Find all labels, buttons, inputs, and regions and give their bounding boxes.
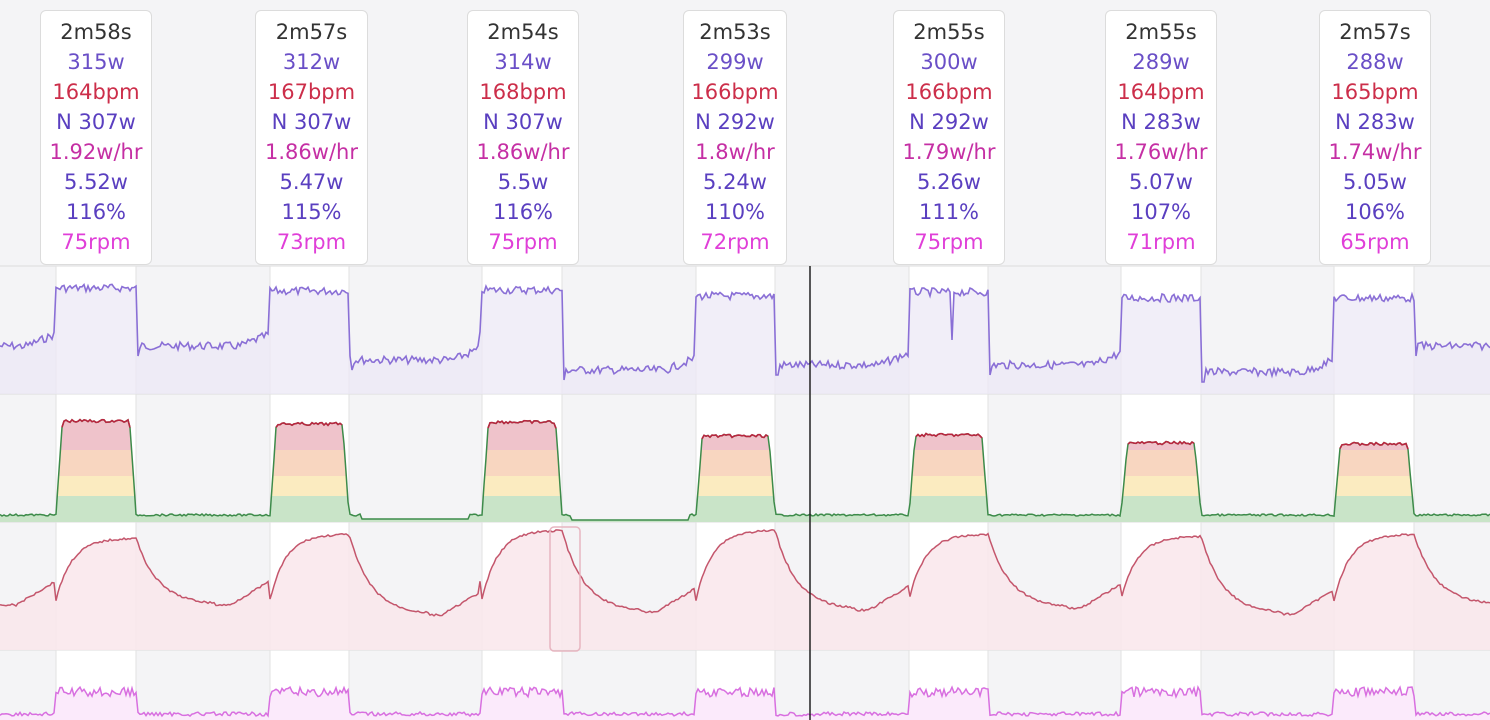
hr-zone-line-high-2 — [275, 421, 343, 428]
hr-zone-line-high-1 — [61, 418, 131, 428]
tooltip-power: 289w — [1132, 50, 1190, 74]
tooltip-cadence: 65rpm — [1340, 230, 1410, 254]
power-area — [0, 284, 1490, 394]
tooltip-kj: 5.52w — [64, 170, 128, 194]
hr-zone-line-high-3 — [487, 419, 557, 429]
tooltip-kj: 5.07w — [1129, 170, 1193, 194]
tooltip-hr: 164bpm — [1117, 80, 1205, 104]
tooltip-np: N 283w — [1335, 110, 1415, 134]
heart-rate-selection-box — [549, 526, 581, 652]
tooltip-hr: 164bpm — [52, 80, 140, 104]
tooltip-hr: 166bpm — [905, 80, 993, 104]
tooltip-duration: 2m57s — [275, 20, 348, 44]
interval-tooltip-4: 2m53s 299w 166bpm N 292w 1.8w/hr 5.24w 110% 72r… — [683, 10, 787, 265]
tooltip-duration: 2m53s — [699, 20, 771, 44]
tooltip-pct: 116% — [65, 200, 127, 224]
tooltip-w-hr: 1.86w/hr — [265, 140, 358, 164]
interval-tooltip-6: 2m55s 289w 164bpm N 283w 1.76w/hr 5.07w 107% 71… — [1105, 10, 1217, 265]
tooltip-pct: 110% — [704, 200, 766, 224]
tooltip-duration: 2m57s — [1339, 20, 1411, 44]
power-series-line — [0, 283, 1490, 383]
tooltip-hr: 168bpm — [479, 80, 567, 104]
tooltip-cadence: 75rpm — [488, 230, 558, 254]
tooltip-w-hr: 1.86w/hr — [476, 140, 570, 164]
tooltip-w-hr: 1.76w/hr — [1114, 140, 1208, 164]
tooltip-np: N 307w — [271, 110, 352, 134]
tooltip-pct: 106% — [1344, 200, 1406, 224]
tooltip-kj: 5.47w — [279, 170, 344, 194]
tooltip-w-hr: 1.8w/hr — [695, 140, 775, 164]
tooltip-cadence: 75rpm — [61, 230, 131, 254]
tooltip-kj: 5.5w — [497, 170, 549, 194]
hr-zone-line-high-5 — [915, 432, 983, 439]
tooltip-power: 300w — [920, 50, 978, 74]
tooltip-hr: 167bpm — [267, 80, 356, 104]
cadence-series-line — [0, 684, 1490, 718]
tooltip-cadence: 72rpm — [700, 230, 770, 254]
tooltip-np: N 292w — [909, 110, 989, 134]
tooltip-hr: 165bpm — [1331, 80, 1419, 104]
tooltip-power: 314w — [494, 50, 552, 74]
tooltip-duration: 2m55s — [1125, 20, 1197, 44]
interval-tooltip-5: 2m55s 300w 166bpm N 292w 1.79w/hr 5.26w 111% 75… — [893, 10, 1005, 265]
tooltip-np: N 283w — [1121, 110, 1201, 134]
interval-tooltip-7: 2m57s 288w 165bpm N 283w 1.74w/hr 5.05w 106% 65… — [1319, 10, 1431, 265]
tooltip-pct: 107% — [1130, 200, 1192, 224]
tooltip-duration: 2m55s — [913, 20, 985, 44]
cadence-area — [0, 687, 1490, 720]
tooltip-pct: 115% — [281, 200, 342, 224]
tooltip-power: 288w — [1346, 50, 1404, 74]
tooltip-cadence: 75rpm — [914, 230, 984, 254]
tooltip-kj: 5.05w — [1343, 170, 1407, 194]
tooltip-duration: 2m58s — [60, 20, 132, 44]
tooltip-kj: 5.26w — [917, 170, 981, 194]
tooltip-power: 312w — [282, 50, 341, 74]
interval-tooltip-2: 2m57s 312w 167bpm N 307w 1.86w/hr 5.47w 115% 73… — [255, 10, 368, 265]
tooltip-power: 315w — [67, 50, 125, 74]
tooltip-hr: 166bpm — [691, 80, 779, 104]
hr-zone-line-high-4 — [701, 433, 769, 440]
hr-zone-line-high-7 — [1339, 441, 1409, 450]
interval-tooltip-3: 2m54s 314w 168bpm N 307w 1.86w/hr 5.5w 116% 75r… — [467, 10, 579, 265]
heart-rate-series-line — [0, 529, 1490, 617]
tooltip-w-hr: 1.74w/hr — [1328, 140, 1422, 164]
hr-zone-line-high-6 — [1127, 440, 1195, 446]
tooltip-w-hr: 1.92w/hr — [49, 140, 143, 164]
tooltip-pct: 116% — [492, 200, 554, 224]
heart-rate-area — [0, 529, 1490, 650]
tooltip-np: N 292w — [695, 110, 775, 134]
tooltip-kj: 5.24w — [703, 170, 767, 194]
interval-tooltip-1: 2m58s 315w 164bpm N 307w 1.92w/hr 5.52w 116% 75… — [40, 10, 152, 265]
tooltip-pct: 111% — [918, 200, 980, 224]
tooltip-np: N 307w — [483, 110, 563, 134]
tooltip-duration: 2m54s — [487, 20, 559, 44]
tooltip-w-hr: 1.79w/hr — [902, 140, 996, 164]
tooltip-cadence: 73rpm — [276, 230, 347, 254]
tooltip-cadence: 71rpm — [1126, 230, 1196, 254]
tooltip-power: 299w — [706, 50, 764, 74]
tooltip-np: N 307w — [56, 110, 136, 134]
